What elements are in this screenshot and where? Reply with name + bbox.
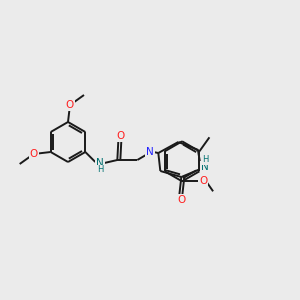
Text: H: H [202, 155, 208, 164]
Text: H: H [97, 166, 103, 175]
Text: N: N [146, 147, 154, 157]
Text: O: O [199, 176, 207, 186]
Text: O: O [116, 131, 124, 141]
Text: O: O [177, 195, 185, 205]
Text: O: O [66, 100, 74, 110]
Text: N: N [201, 162, 209, 172]
Text: N: N [96, 158, 104, 168]
Text: O: O [30, 149, 38, 159]
